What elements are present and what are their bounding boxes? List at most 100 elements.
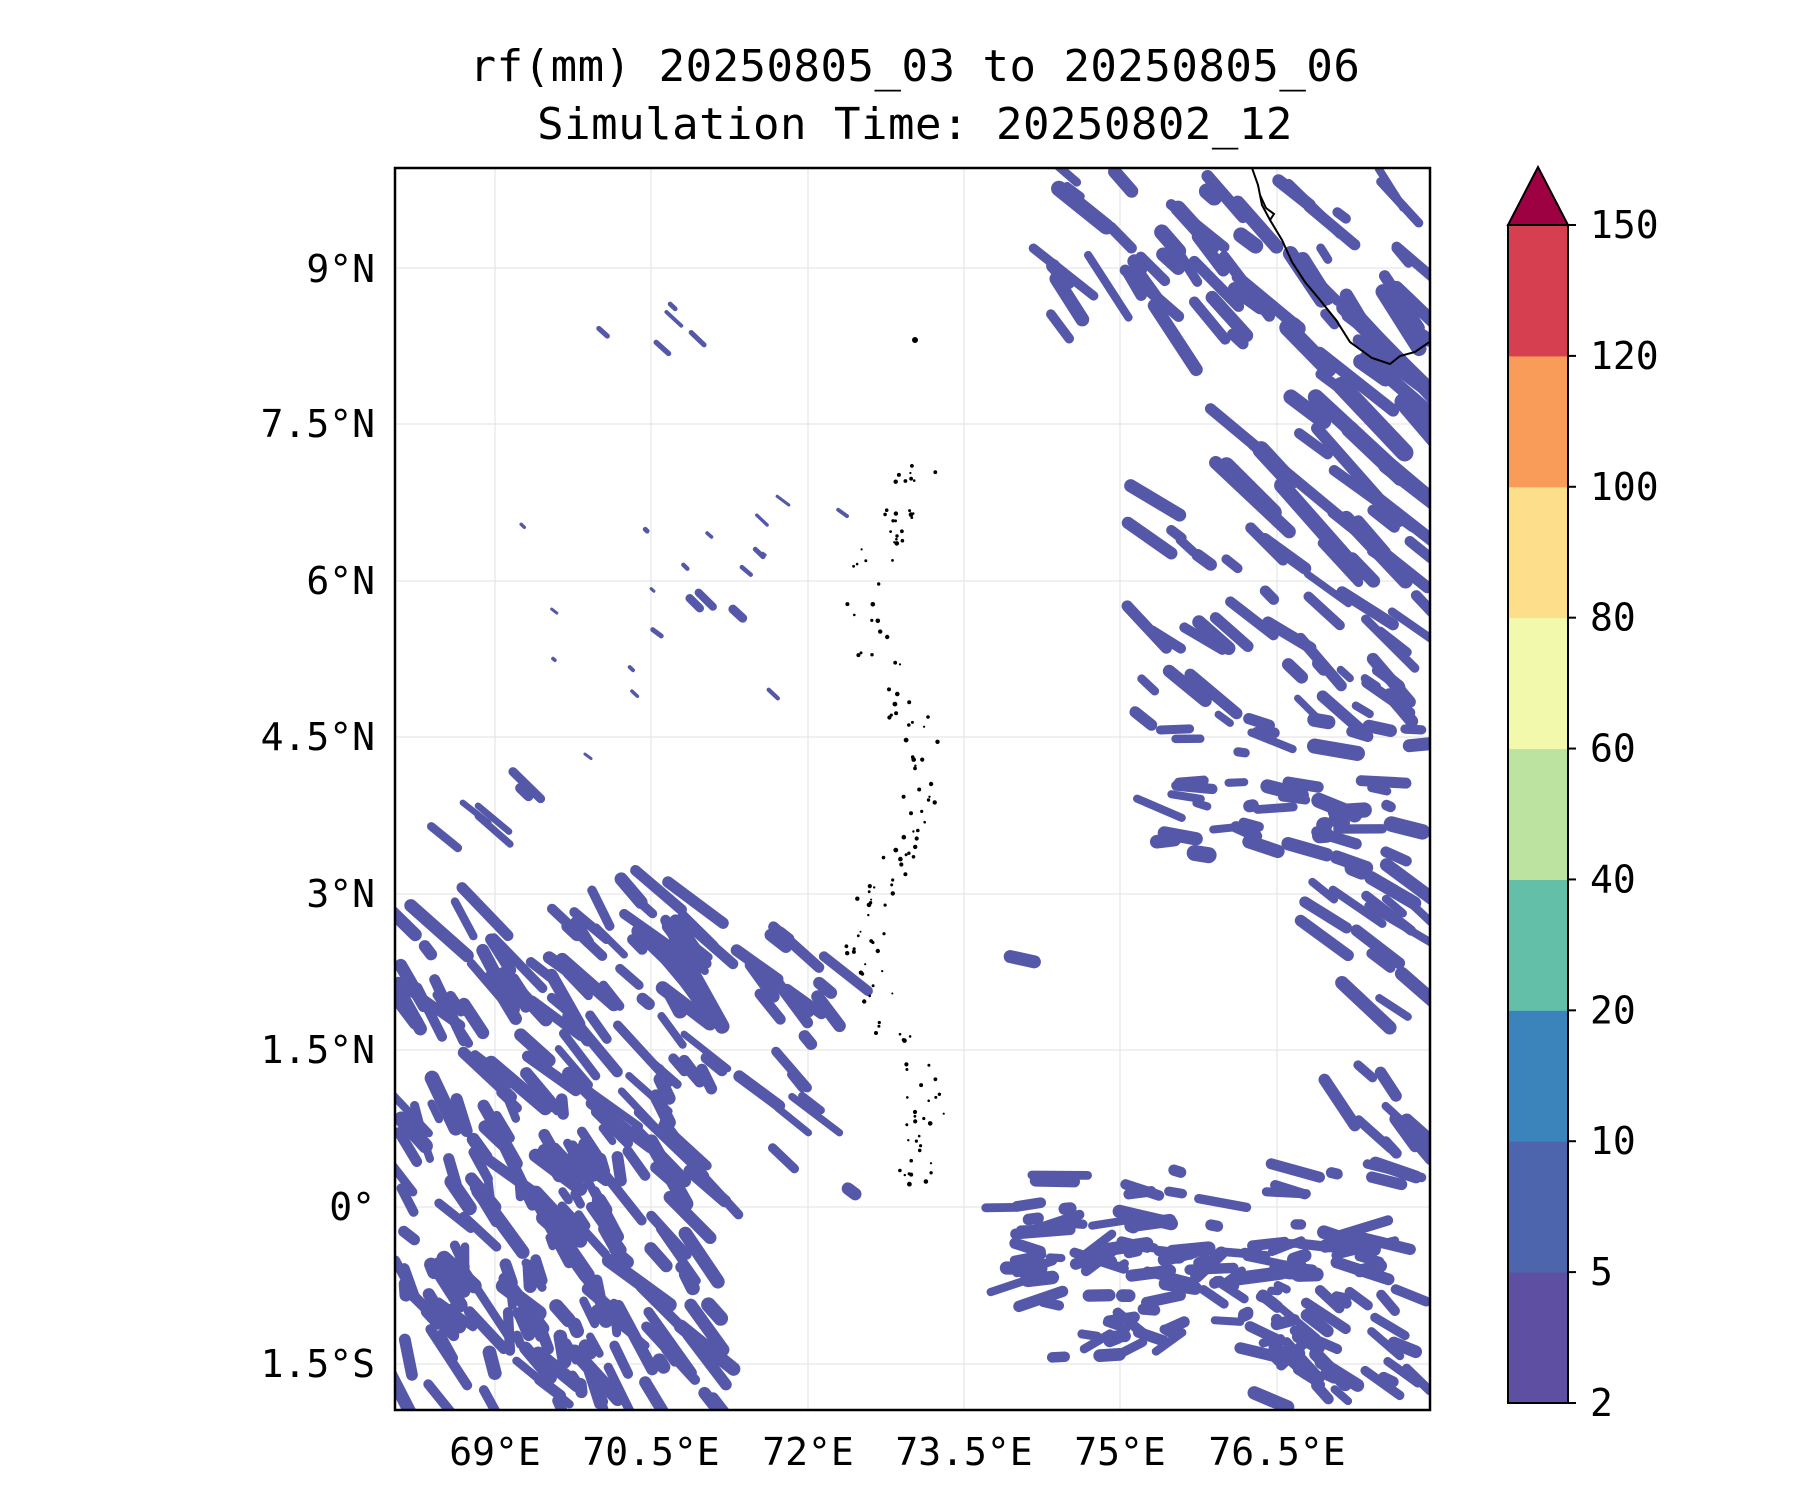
precip-streak: [981, 1202, 1021, 1213]
precip-streak: [1264, 1348, 1283, 1367]
precip-streak: [1192, 615, 1236, 655]
precip-streak: [1282, 246, 1330, 308]
precip-streak: [1243, 799, 1259, 813]
precip-streak: [1299, 896, 1353, 934]
precip-streak: [680, 1030, 732, 1073]
precip-streak: [688, 330, 707, 348]
precip-streak: [1210, 1316, 1245, 1326]
precip-streak: [688, 940, 713, 961]
precip-streak: [664, 309, 684, 328]
precip-streak: [1190, 1246, 1228, 1283]
precip-streak: [463, 1306, 510, 1355]
precip-streak: [798, 1091, 825, 1115]
precip-streak: [1161, 1316, 1190, 1336]
precip-streak: [515, 783, 534, 802]
colorbar-swatch: [1508, 1272, 1568, 1404]
precip-streak: [1137, 1303, 1161, 1316]
precip-streak: [764, 928, 792, 953]
precip-streak: [730, 944, 784, 986]
precip-streak: [1168, 1164, 1187, 1178]
map-title: rf(mm) 20250805_03 to 20250805_06: [469, 41, 1361, 92]
precip-streak: [1311, 826, 1362, 850]
precip-streak: [603, 1362, 644, 1410]
precip-streak: [1262, 616, 1317, 654]
precip-streak: [1367, 547, 1401, 573]
precip-streak: [1227, 282, 1268, 315]
precip-streak: [1320, 1366, 1341, 1384]
map-subtitle: Simulation Time: 20250802_12: [537, 99, 1293, 150]
precip-streak: [1179, 622, 1228, 655]
precip-streak: [1130, 260, 1164, 303]
precip-streak: [1335, 975, 1397, 1035]
precip-streak: [598, 1124, 617, 1146]
precip-streak: [395, 1127, 423, 1167]
precip-streak: [1402, 736, 1430, 753]
precip-streak: [1278, 1266, 1295, 1279]
precip-streak: [836, 507, 850, 519]
precip-streak: [677, 909, 719, 951]
precip-streak: [446, 1303, 466, 1332]
precip-streak: [670, 965, 714, 1022]
precip-streak: [818, 951, 873, 996]
precip-streak: [489, 933, 548, 994]
precip-streak: [1133, 794, 1186, 822]
precip-streak: [573, 1021, 623, 1078]
precip-streak: [1079, 1229, 1117, 1260]
precip-streak: [1209, 822, 1246, 834]
precip-streak: [612, 1020, 665, 1076]
precip-streak: [521, 1258, 547, 1292]
precip-streak: [1038, 1296, 1065, 1311]
precip-streak: [1259, 585, 1280, 605]
precip-streak: [1204, 403, 1287, 473]
colorbar-tick-label: 10: [1590, 1119, 1636, 1163]
precip-streak: [1147, 298, 1203, 377]
precip-streak: [1115, 1289, 1136, 1303]
precip-streak: [630, 865, 687, 916]
precip-streak: [1243, 712, 1275, 731]
precip-streak: [1381, 799, 1396, 813]
precip-streak: [459, 799, 492, 826]
precip-streak: [1290, 1219, 1307, 1230]
precip-streak: [435, 1329, 459, 1364]
precip-streak: [1306, 738, 1365, 761]
precip-streak: [1084, 250, 1133, 322]
precip-streak: [570, 916, 595, 948]
precip-streak: [424, 1257, 441, 1280]
precip-streak: [1344, 860, 1370, 880]
precip-streak: [1380, 846, 1412, 867]
precip-streak: [744, 958, 780, 1003]
precip-streak: [775, 494, 791, 507]
precip-streak: [1247, 1386, 1295, 1410]
precip-streak: [550, 607, 559, 615]
precip-streak: [1300, 1297, 1351, 1335]
precip-streak: [1045, 1253, 1066, 1263]
precip-streak: [667, 301, 678, 312]
precip-streak: [788, 1092, 844, 1137]
precip-streak: [1281, 658, 1309, 684]
precip-streak: [1192, 799, 1212, 811]
precip-streak: [1391, 243, 1414, 268]
precip-streak: [519, 522, 527, 530]
precip-streak: [404, 899, 474, 963]
precip-streak: [1320, 308, 1340, 330]
precip-streak: [650, 1161, 680, 1189]
precip-streak: [562, 1066, 612, 1116]
precip-streak: [781, 983, 827, 1020]
precip-streak: [399, 1263, 420, 1303]
precip-streak: [1209, 455, 1296, 539]
precip-streak: [1366, 1171, 1408, 1191]
precip-streak: [1017, 1264, 1040, 1278]
precip-streak: [1220, 1280, 1240, 1291]
precip-streak: [685, 594, 705, 613]
precip-streak: [601, 1253, 677, 1312]
precip-streak: [424, 1070, 464, 1136]
precip-streak: [1093, 1347, 1126, 1363]
precip-streak: [460, 1242, 470, 1283]
precip-streak: [1155, 724, 1195, 735]
precip-streak: [1224, 778, 1249, 787]
precip-streak: [625, 1071, 673, 1115]
precip-streak: [457, 997, 490, 1040]
y-tick-label: 6°N: [306, 559, 375, 603]
precip-streak: [841, 1182, 862, 1201]
